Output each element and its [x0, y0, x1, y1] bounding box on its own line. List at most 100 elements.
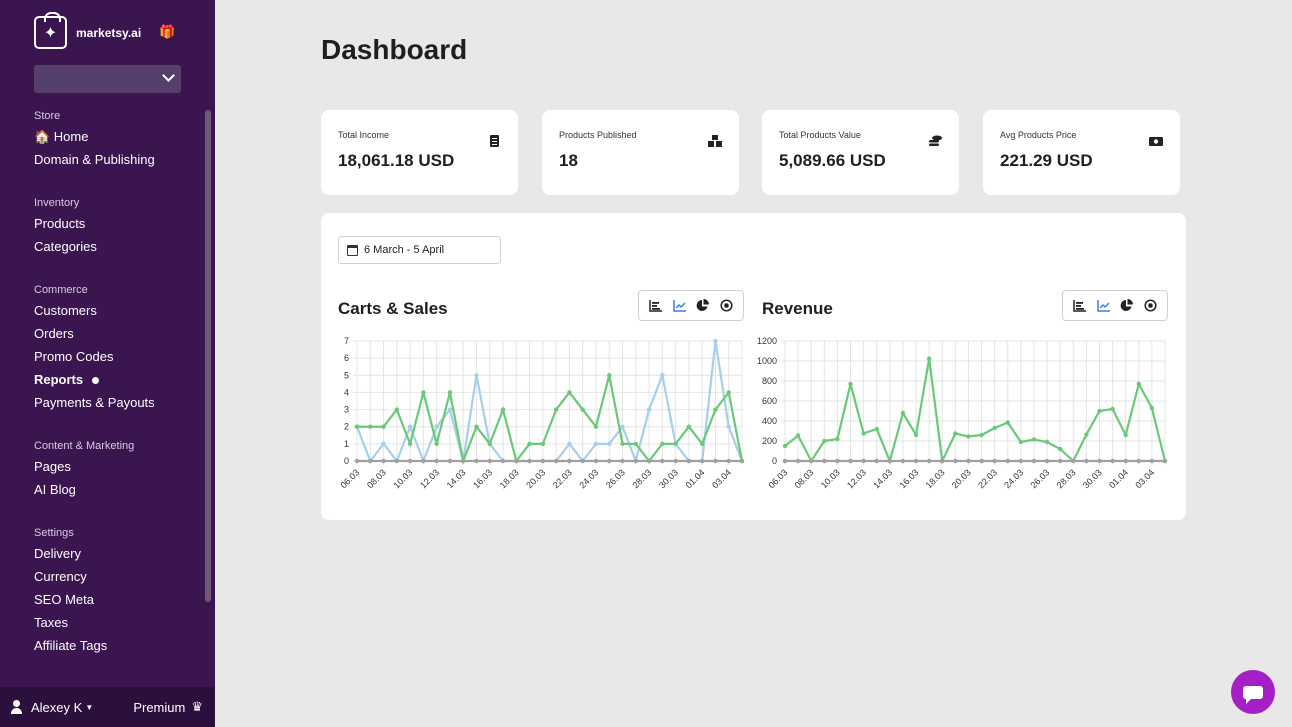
series-line	[357, 375, 744, 465]
data-point	[567, 390, 572, 395]
x-tick-label: 20.03	[950, 467, 973, 490]
user-icon	[10, 700, 24, 714]
x-tick-label: 30.03	[657, 467, 680, 490]
data-point	[992, 458, 997, 464]
stat-card-avg-products-price: Avg Products Price 221.29 USD	[983, 110, 1180, 195]
data-point	[381, 424, 386, 429]
x-tick-label: 22.03	[976, 467, 999, 490]
chat-button[interactable]	[1231, 670, 1275, 714]
line-chart-icon[interactable]	[672, 299, 686, 313]
x-tick-label: 14.03	[445, 467, 468, 490]
pie-chart-icon[interactable]	[1120, 299, 1134, 313]
y-tick-label: 1000	[757, 356, 777, 366]
data-point	[874, 426, 879, 432]
nav-section-store: Store 🏠 Home Domain & Publishing	[34, 110, 155, 175]
sidebar-item-payments-payouts[interactable]: Payments & Payouts	[34, 395, 155, 410]
sidebar-item-orders[interactable]: Orders	[34, 326, 74, 341]
sidebar-item-taxes[interactable]: Taxes	[34, 615, 68, 630]
page-title: Dashboard	[321, 34, 468, 65]
x-tick-label: 06.03	[766, 467, 789, 490]
sidebar-item-pages[interactable]: Pages	[34, 459, 71, 474]
sidebar-item-currency[interactable]: Currency	[34, 569, 87, 584]
data-point	[487, 458, 492, 464]
data-point	[1084, 432, 1089, 437]
x-tick-label: 20.03	[524, 467, 547, 490]
data-point	[979, 432, 984, 438]
data-point	[848, 381, 853, 387]
data-point	[354, 458, 360, 464]
caret-down-icon[interactable]: ▼	[85, 702, 94, 712]
nav-section-title: Store	[34, 110, 61, 122]
sidebar-item-categories[interactable]: Categories	[34, 239, 97, 254]
nav-section-title: Commerce	[34, 284, 88, 296]
y-tick-label: 2	[344, 422, 349, 432]
data-point	[1018, 439, 1024, 445]
sidebar-item-ai-blog[interactable]: AI Blog	[34, 482, 76, 497]
sidebar-item-promo-codes[interactable]: Promo Codes	[34, 349, 114, 364]
data-point	[368, 458, 373, 464]
data-point	[1005, 420, 1010, 425]
sidebar-item-customers[interactable]: Customers	[34, 303, 97, 318]
line-chart-icon[interactable]	[1096, 299, 1110, 313]
data-point	[739, 458, 745, 464]
chart-title-carts-sales: Carts & Sales	[338, 299, 448, 318]
stat-label: Avg Products Price	[1000, 130, 1077, 140]
sidebar-item-delivery[interactable]: Delivery	[34, 546, 81, 561]
data-point	[726, 390, 731, 395]
date-range-picker[interactable]: 6 March - 5 April	[338, 236, 501, 264]
data-point	[381, 441, 386, 447]
data-point	[368, 424, 373, 429]
series-line	[355, 340, 744, 465]
gift-icon[interactable]: 🎁	[159, 24, 176, 39]
bar-chart-icon[interactable]	[649, 299, 663, 313]
data-point	[620, 458, 625, 464]
sidebar-scrollbar[interactable]	[205, 110, 211, 602]
stat-label: Total Income	[338, 130, 390, 140]
store-select[interactable]	[34, 65, 181, 93]
data-point	[1162, 458, 1168, 464]
data-point	[1123, 458, 1128, 464]
data-point	[795, 458, 801, 464]
data-point	[527, 441, 532, 447]
nav-section-commerce: Commerce Customers Orders Promo Codes Re…	[34, 284, 155, 418]
sidebar-item-products[interactable]: Products	[34, 216, 86, 231]
x-tick-label: 28.03	[630, 467, 653, 490]
sidebar-item-domain-publishing[interactable]: Domain & Publishing	[34, 152, 155, 167]
y-tick-label: 400	[762, 416, 777, 426]
data-point	[1057, 458, 1063, 464]
x-tick-label: 16.03	[897, 467, 920, 490]
data-point	[474, 424, 479, 429]
active-indicator-dot	[92, 377, 100, 385]
plan-label[interactable]: Premium	[133, 699, 186, 715]
bar-chart-icon[interactable]	[1073, 299, 1087, 313]
user-bar: Alexey K ▼ Premium ♛	[0, 687, 215, 727]
user-menu[interactable]: Alexey K	[31, 699, 83, 715]
y-tick-label: 1	[344, 439, 349, 449]
data-point	[1149, 458, 1155, 464]
sidebar-item-seo-meta[interactable]: SEO Meta	[34, 592, 94, 607]
y-tick-label: 600	[762, 396, 777, 406]
doughnut-chart-icon[interactable]	[1143, 299, 1157, 313]
data-point	[394, 458, 400, 464]
doughnut-chart-icon[interactable]	[719, 299, 733, 313]
sidebar-item-affiliate-tags[interactable]: Affiliate Tags	[34, 638, 108, 653]
pie-chart-icon[interactable]	[696, 299, 710, 313]
sidebar-item-reports[interactable]: Reports	[34, 372, 155, 395]
data-point	[447, 458, 453, 464]
data-point	[726, 458, 731, 464]
data-point	[1110, 406, 1115, 412]
y-tick-label: 0	[772, 456, 777, 466]
data-point	[1005, 458, 1010, 464]
data-point	[660, 458, 665, 464]
data-point	[953, 431, 958, 436]
data-point	[593, 441, 599, 447]
sidebar-item-home[interactable]: 🏠 Home	[34, 129, 89, 144]
brand[interactable]: ✦ marketsy.ai	[34, 12, 141, 49]
calendar-icon	[347, 244, 358, 256]
stat-label: Products Published	[559, 130, 637, 140]
data-point	[900, 410, 906, 416]
x-tick-label: 14.03	[871, 467, 894, 490]
data-point	[607, 373, 612, 378]
chart-type-toolbar	[638, 290, 744, 321]
x-tick-label: 08.03	[793, 467, 816, 490]
